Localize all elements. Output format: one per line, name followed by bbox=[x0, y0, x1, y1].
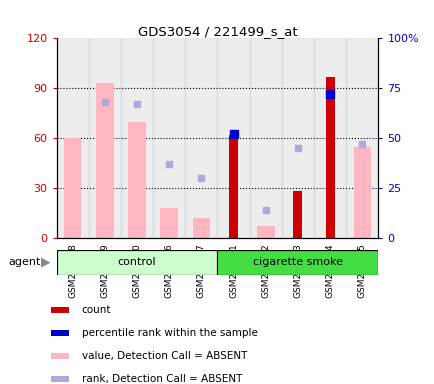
Bar bbox=[217, 250, 378, 275]
Text: rank, Detection Call = ABSENT: rank, Detection Call = ABSENT bbox=[82, 374, 242, 384]
Bar bbox=[160, 208, 178, 238]
Text: cigarette smoke: cigarette smoke bbox=[253, 257, 342, 267]
Text: GDS3054 / 221499_s_at: GDS3054 / 221499_s_at bbox=[138, 25, 296, 38]
Bar bbox=[353, 147, 370, 238]
Bar bbox=[56, 250, 217, 275]
Text: value, Detection Call = ABSENT: value, Detection Call = ABSENT bbox=[82, 351, 247, 361]
Bar bbox=[229, 135, 237, 238]
Bar bbox=[64, 138, 81, 238]
Bar bbox=[325, 77, 334, 238]
Bar bbox=[89, 38, 121, 238]
Bar bbox=[56, 38, 89, 238]
Bar bbox=[51, 307, 69, 313]
Bar bbox=[293, 192, 302, 238]
Bar bbox=[51, 353, 69, 359]
Bar bbox=[51, 376, 69, 382]
Bar bbox=[192, 218, 210, 238]
Text: control: control bbox=[118, 257, 156, 267]
Bar bbox=[121, 38, 153, 238]
Text: percentile rank within the sample: percentile rank within the sample bbox=[82, 328, 257, 338]
Bar bbox=[96, 83, 113, 238]
Bar bbox=[313, 38, 345, 238]
Bar bbox=[51, 330, 69, 336]
Bar bbox=[281, 38, 313, 238]
Bar bbox=[249, 38, 281, 238]
Text: count: count bbox=[82, 305, 111, 315]
Bar bbox=[217, 38, 249, 238]
Text: ▶: ▶ bbox=[41, 255, 51, 268]
Bar bbox=[185, 38, 217, 238]
Bar bbox=[153, 38, 185, 238]
Bar bbox=[128, 122, 145, 238]
Bar bbox=[256, 227, 274, 238]
Bar bbox=[345, 38, 378, 238]
Text: agent: agent bbox=[9, 257, 41, 267]
